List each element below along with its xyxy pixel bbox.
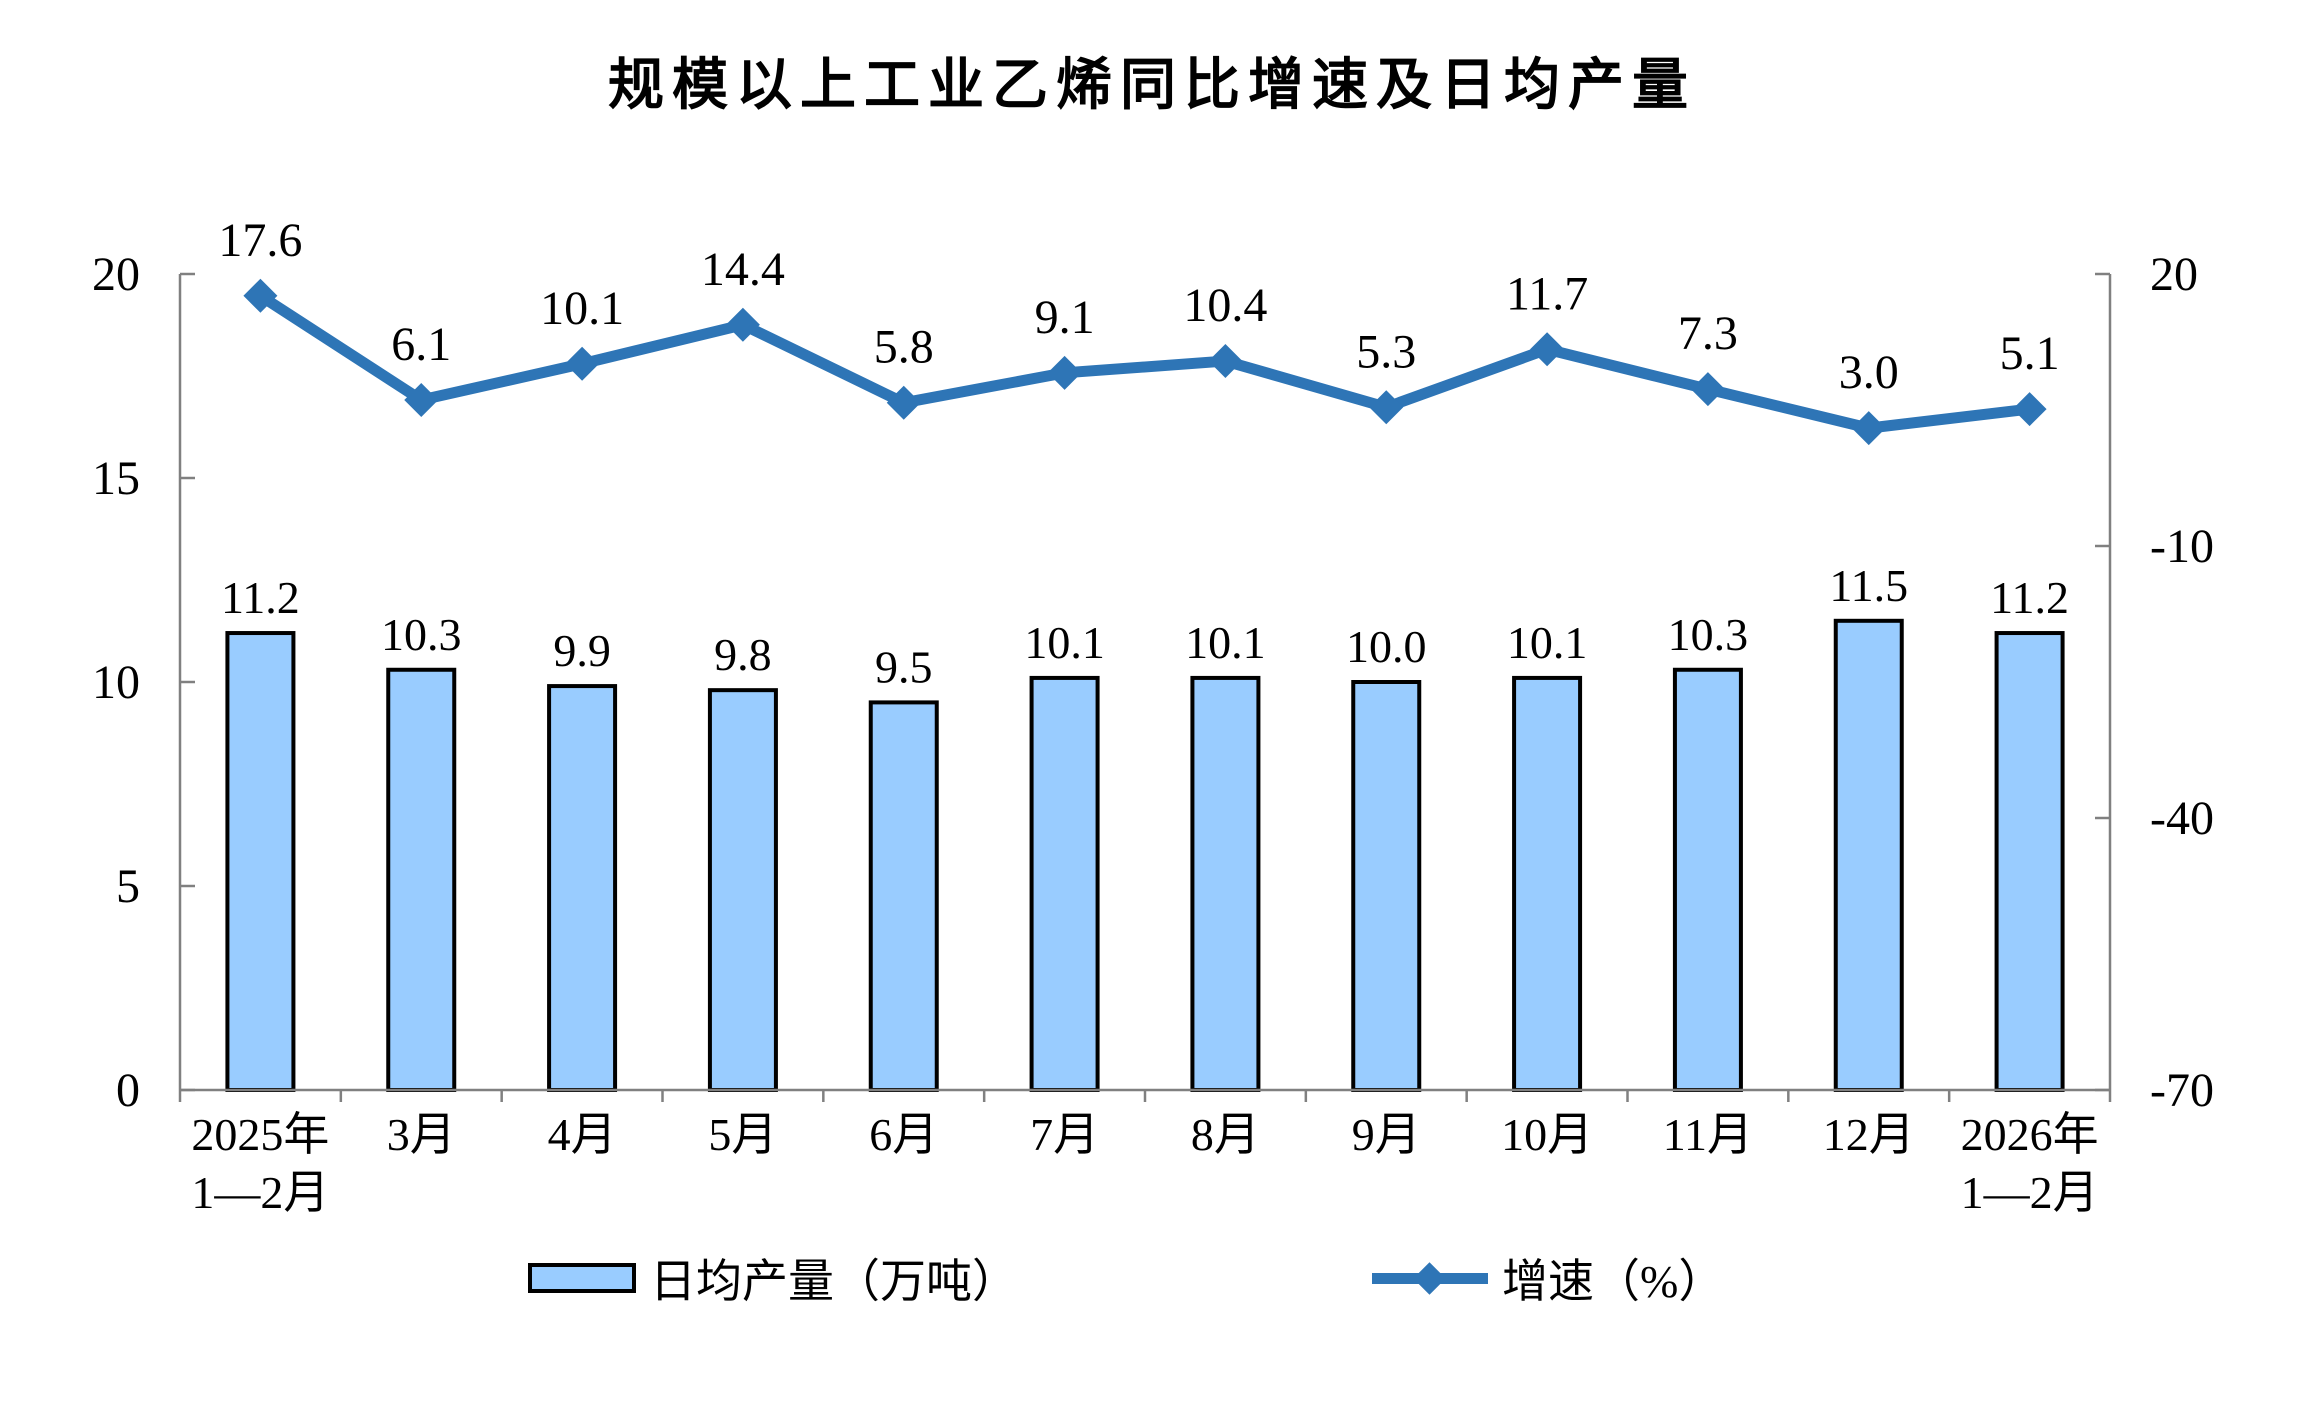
bar-value-label: 10.3 — [381, 609, 462, 660]
category-label: 11月 — [1663, 1109, 1753, 1160]
bar-value-label: 11.5 — [1829, 560, 1908, 611]
line-marker-diamond — [1047, 355, 1082, 390]
legend-label-daily-output: 日均产量（万吨） — [650, 1256, 1018, 1307]
line-value-label: 5.8 — [874, 321, 934, 374]
bar — [386, 667, 457, 1092]
bar — [1512, 675, 1583, 1092]
bar — [547, 684, 618, 1093]
bar-value-label: 9.9 — [553, 625, 611, 676]
right-axis-tick-label: -70 — [2150, 1064, 2214, 1117]
line-marker-diamond — [565, 346, 600, 381]
legend-item-growth-rate: 增速（%） — [1372, 1252, 1724, 1307]
bar-value-label: 10.1 — [1507, 617, 1588, 668]
line-marker-diamond — [1369, 390, 1404, 425]
line-marker-diamond — [1208, 344, 1243, 379]
left-axis-tick-label: 0 — [116, 1064, 140, 1117]
bar — [1351, 680, 1422, 1092]
bar — [1833, 618, 1904, 1092]
line-value-label: 10.1 — [540, 282, 624, 335]
category-label: 2026年 — [1961, 1109, 2099, 1160]
line-marker-diamond — [1690, 372, 1725, 407]
line-value-label: 5.1 — [2000, 327, 2060, 380]
line-value-label: 14.4 — [701, 243, 785, 296]
bar-value-label: 11.2 — [1990, 572, 2069, 623]
growth-line — [257, 291, 2031, 434]
category-label: 3月 — [387, 1109, 456, 1160]
bar-value-label: 10.1 — [1024, 617, 1105, 668]
line-value-label: 7.3 — [1678, 307, 1738, 360]
line-value-label: 3.0 — [1839, 346, 1899, 399]
bar-value-label: 11.2 — [221, 572, 300, 623]
line-marker-diamond — [2012, 392, 2047, 427]
line-value-label: 10.4 — [1183, 279, 1267, 332]
legend-item-daily-output: 日均产量（万吨） — [528, 1252, 1018, 1307]
line-marker-diamond — [243, 278, 278, 313]
bar-value-label: 9.8 — [714, 629, 772, 680]
line-marker-diamond — [1530, 332, 1565, 367]
left-axis-tick-label: 15 — [92, 452, 140, 505]
bar — [225, 631, 296, 1092]
bar-value-label: 10.3 — [1668, 609, 1749, 660]
bar-series-swatch-icon — [528, 1263, 636, 1293]
category-label: 12月 — [1823, 1109, 1915, 1160]
category-label: 1—2月 — [1961, 1167, 2099, 1218]
bar — [1029, 675, 1100, 1092]
line-value-label: 9.1 — [1035, 291, 1095, 344]
category-label: 7月 — [1030, 1109, 1099, 1160]
left-axis-tick-label: 5 — [116, 860, 140, 913]
line-marker-diamond — [1851, 411, 1886, 446]
category-label: 2025年 — [191, 1109, 329, 1160]
legend-label-growth-rate: 增速（%） — [1502, 1256, 1725, 1307]
bar — [1672, 667, 1743, 1092]
line-value-label: 11.7 — [1506, 267, 1588, 320]
chart-legend: 日均产量（万吨） 增速（%） — [0, 1252, 2304, 1308]
right-axis-tick-label: -40 — [2150, 792, 2214, 845]
category-label: 5月 — [708, 1109, 777, 1160]
category-label: 10月 — [1501, 1109, 1593, 1160]
bar — [1994, 631, 2065, 1092]
diamond-marker-icon — [1413, 1261, 1446, 1295]
bar-value-label: 10.1 — [1185, 617, 1266, 668]
line-value-label: 17.6 — [218, 214, 302, 267]
bar-value-label: 10.0 — [1346, 621, 1427, 672]
right-axis-tick-label: 20 — [2150, 248, 2198, 301]
line-marker-diamond — [886, 385, 921, 420]
line-value-label: 6.1 — [391, 318, 451, 371]
category-label: 1—2月 — [191, 1167, 329, 1218]
left-axis-tick-label: 10 — [92, 656, 140, 709]
left-axis-tick-label: 20 — [92, 248, 140, 301]
bar — [1190, 675, 1261, 1092]
chart-title: 规模以上工业乙烯同比增速及日均产量 — [608, 53, 1696, 116]
line-value-label: 5.3 — [1356, 325, 1416, 378]
bar — [707, 688, 778, 1092]
line-marker-diamond — [725, 307, 760, 342]
category-label: 6月 — [869, 1109, 938, 1160]
category-label: 9月 — [1352, 1109, 1421, 1160]
bar-value-label: 9.5 — [875, 641, 933, 692]
line-marker-diamond — [404, 383, 439, 418]
line-series-swatch-icon — [1372, 1261, 1488, 1295]
bar — [868, 700, 939, 1093]
right-axis-tick-label: -10 — [2150, 520, 2214, 573]
category-label: 8月 — [1191, 1109, 1260, 1160]
category-label: 4月 — [548, 1109, 617, 1160]
